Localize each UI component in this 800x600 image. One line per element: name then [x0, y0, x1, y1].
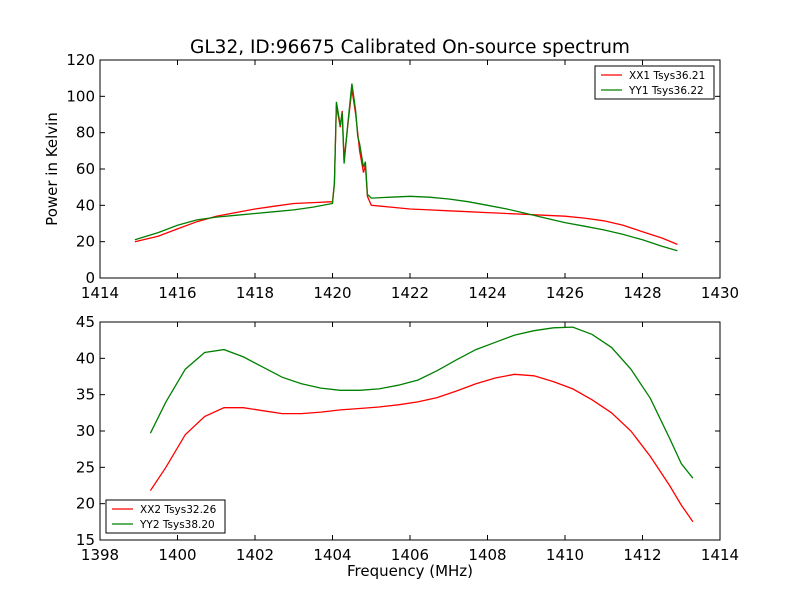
- series-line-2-1: [149, 373, 694, 523]
- x-tick-label: 1416: [158, 284, 196, 302]
- y-tick-label: 30: [76, 422, 95, 440]
- series-line-2-2: [149, 326, 694, 479]
- x-tick-label: 1406: [391, 546, 429, 564]
- y-tick-label: 80: [76, 124, 95, 142]
- legend-box: [105, 499, 226, 534]
- x-tick-label: 1428: [623, 284, 661, 302]
- x-tick-label: 1414: [701, 546, 739, 564]
- legend-label: XX1 Tsys36.21: [629, 70, 705, 82]
- x-tick-label: 1430: [701, 284, 739, 302]
- y-tick-label: 20: [76, 495, 95, 513]
- x-axis-label: Frequency (MHz): [347, 562, 473, 580]
- y-axis-label: Power in Kelvin: [43, 112, 61, 226]
- y-tick-label: 60: [76, 160, 95, 178]
- y-tick-label: 120: [66, 51, 95, 69]
- legend-box: [594, 65, 715, 100]
- x-tick-label: 1422: [391, 284, 429, 302]
- legend-label: YY2 Tsys38.20: [139, 519, 215, 531]
- legend-1: XX1 Tsys36.21 YY1 Tsys36.22: [594, 65, 715, 100]
- x-tick-label: 1402: [236, 546, 274, 564]
- x-tick-label: 1398: [81, 546, 119, 564]
- x-tick-label: 1418: [236, 284, 274, 302]
- x-tick-label: 1410: [546, 546, 584, 564]
- legend-2: XX2 Tsys32.26 YY2 Tsys38.20: [105, 499, 226, 534]
- legend-label: YY1 Tsys36.22: [628, 85, 704, 97]
- y-tick-label: 100: [66, 87, 95, 105]
- legend-label: XX2 Tsys32.26: [140, 504, 217, 516]
- x-tick-label: 1424: [468, 284, 506, 302]
- x-tick-label: 1420: [313, 284, 351, 302]
- y-tick-label: 25: [76, 458, 95, 476]
- x-tick-label: 1412: [623, 546, 661, 564]
- x-tick-label: 1404: [313, 546, 351, 564]
- y-tick-label: 45: [76, 313, 95, 331]
- y-tick-label: 15: [76, 531, 95, 549]
- y-tick-label: 20: [76, 233, 95, 251]
- y-tick-label: 40: [76, 349, 95, 367]
- series-line-1-1: [134, 89, 678, 246]
- series-line-1-2: [134, 83, 678, 252]
- y-tick-label: 0: [85, 269, 95, 287]
- y-tick-label: 35: [76, 386, 95, 404]
- x-tick-label: 1408: [468, 546, 506, 564]
- x-tick-label: 1400: [158, 546, 196, 564]
- chart-panel-1: 1414 1416 1418 1420 1422 1424 1426 1428 1430 0 20 4…: [43, 51, 739, 302]
- chart-panel-2: 1398 1400 1402 1404 1406 1408 1410 1412 1414 15 20…: [76, 313, 739, 580]
- x-tick-label: 1414: [81, 284, 119, 302]
- y-tick-label: 40: [76, 196, 95, 214]
- x-tick-label: 1426: [546, 284, 584, 302]
- figure-title: GL32, ID:96675 Calibrated On-source spec…: [190, 37, 630, 58]
